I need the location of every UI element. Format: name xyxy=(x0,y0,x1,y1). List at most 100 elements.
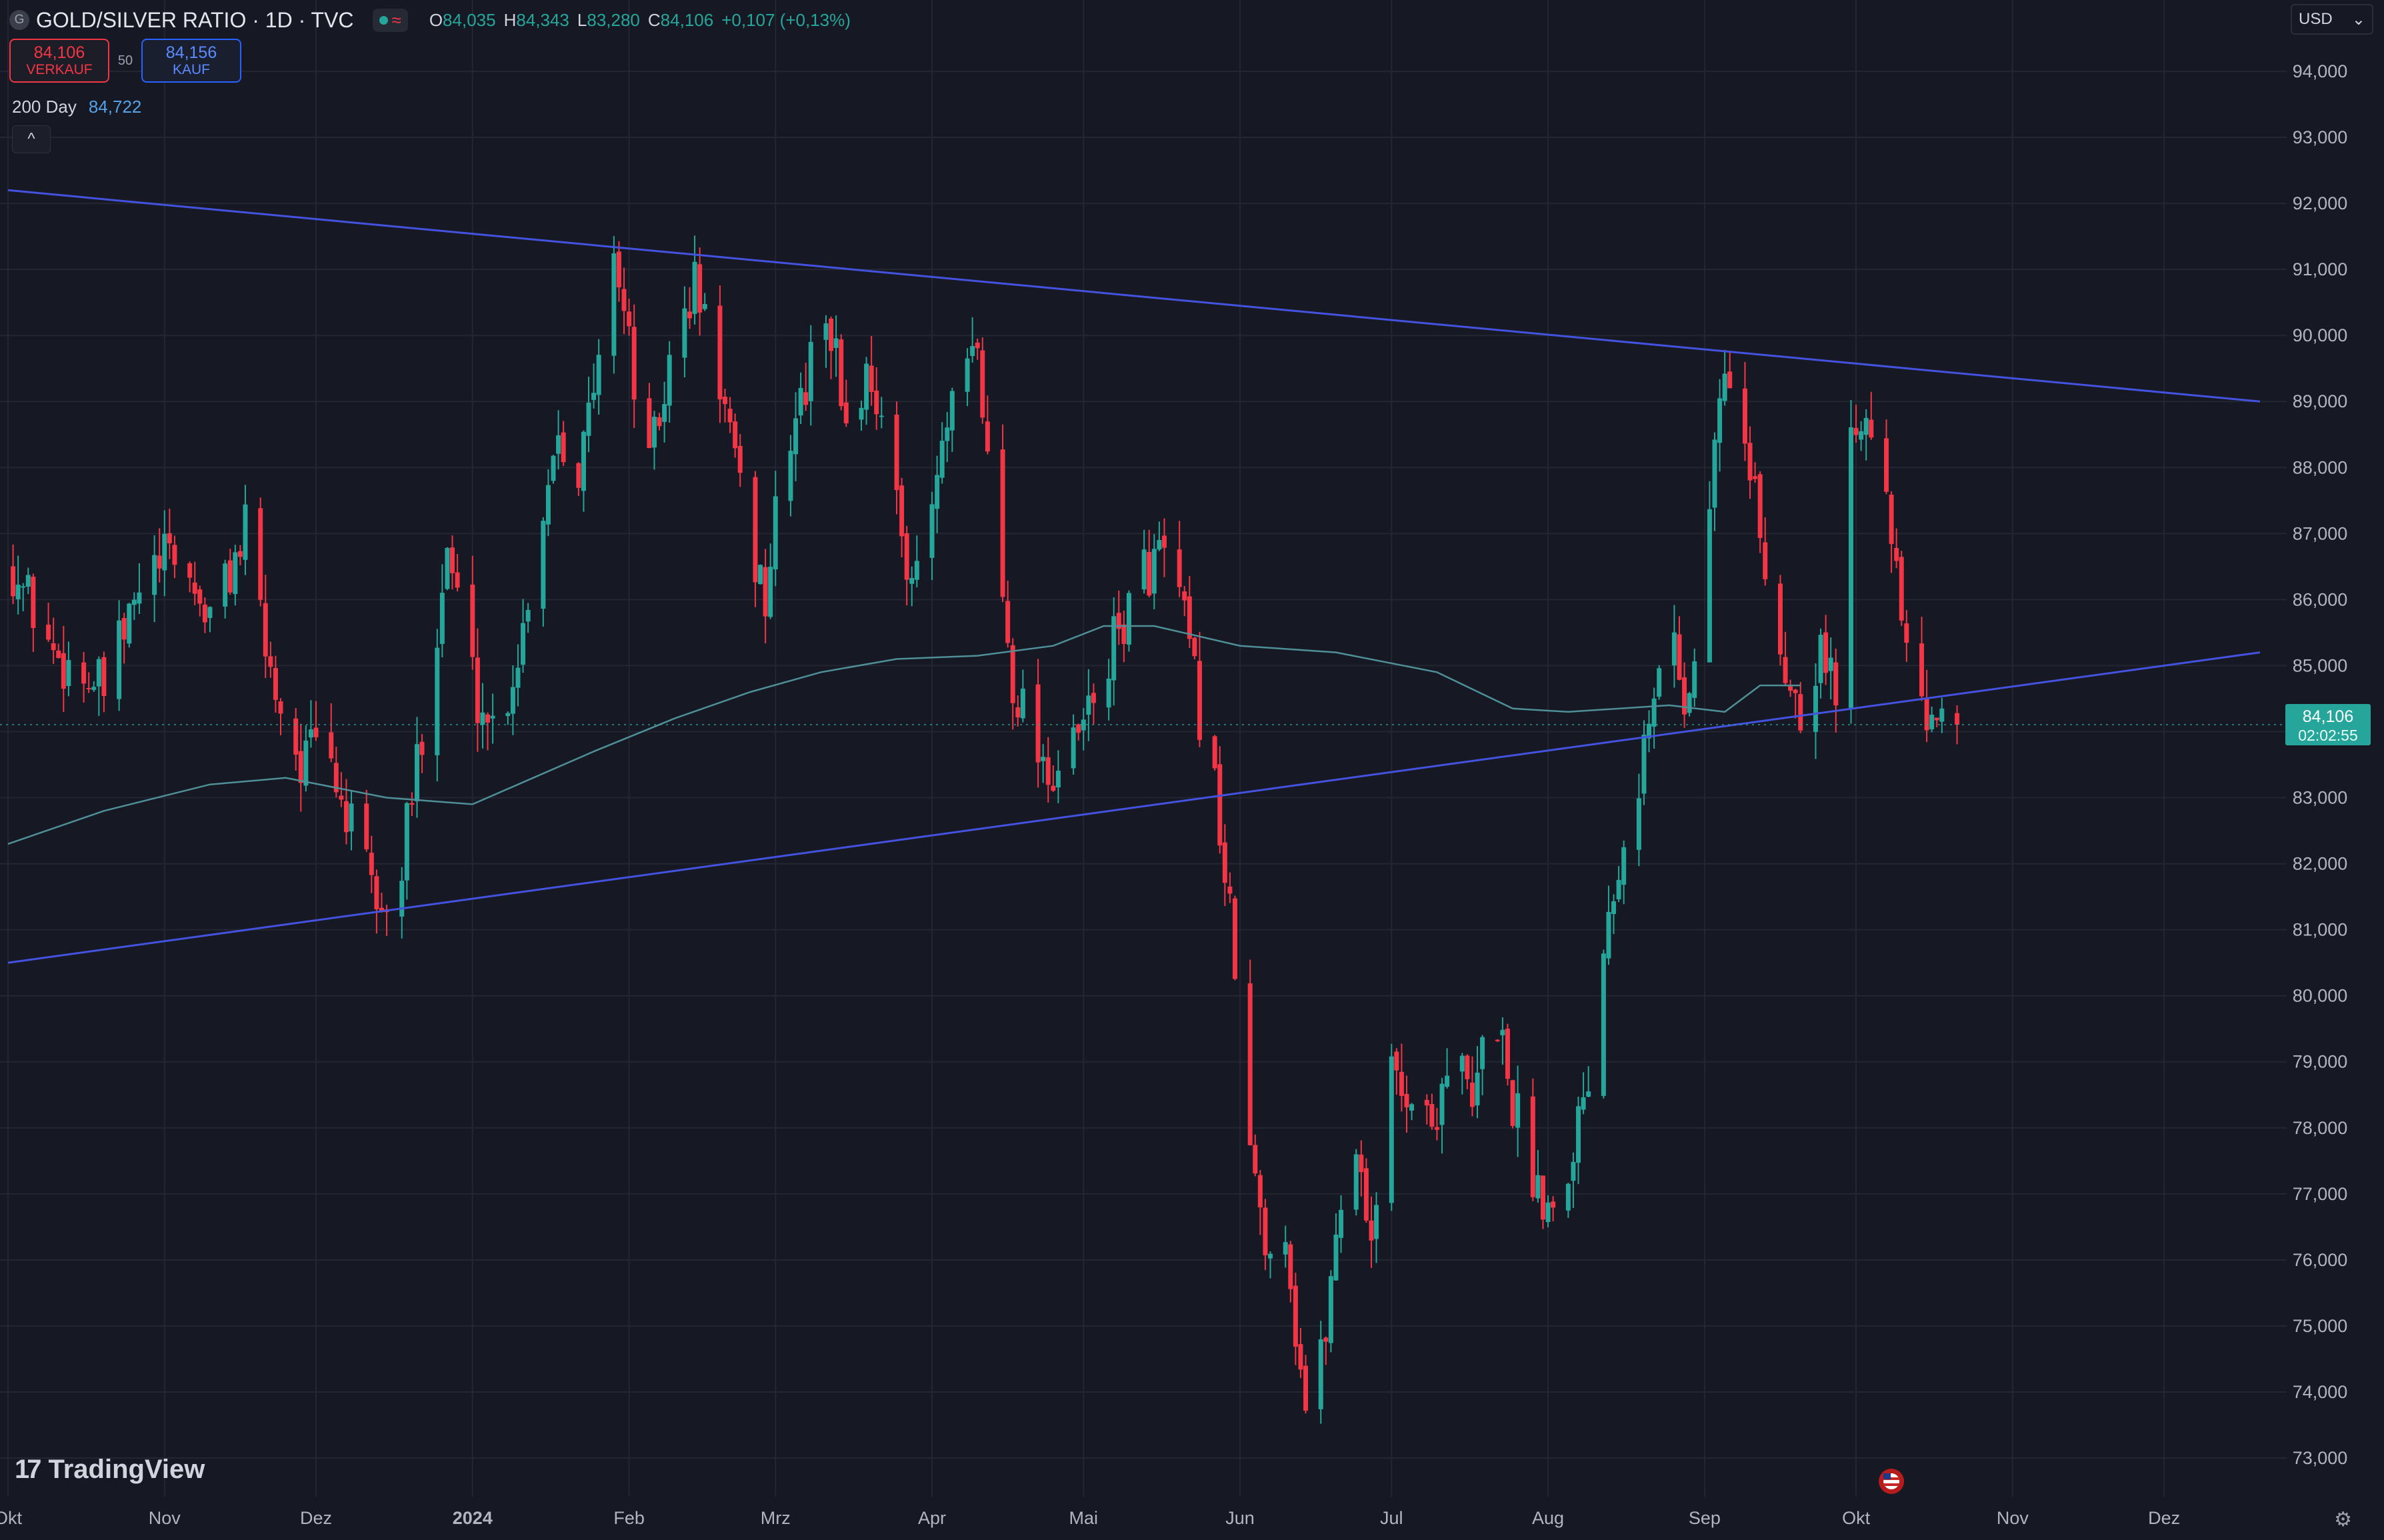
candle-body xyxy=(859,407,864,420)
candle-body xyxy=(1793,689,1798,693)
candle-body xyxy=(1157,539,1162,550)
candle-body xyxy=(439,593,445,644)
candle-body xyxy=(419,741,425,755)
candle-body xyxy=(1636,798,1641,850)
y-tick-label: 82,000 xyxy=(2293,854,2348,874)
candle-body xyxy=(1763,542,1768,579)
candle-body xyxy=(929,504,935,558)
candle-body xyxy=(1647,723,1652,739)
low-label: L xyxy=(577,9,587,30)
candle-body xyxy=(1571,1161,1576,1181)
x-tick-label: Jun xyxy=(1225,1508,1255,1528)
candle-body xyxy=(1015,707,1021,718)
candle-body xyxy=(894,414,899,491)
y-tick-label: 89,000 xyxy=(2293,391,2348,411)
candle-body xyxy=(1757,474,1763,538)
candle-body xyxy=(1671,632,1677,666)
sell-button[interactable]: 84,106 VERKAUF xyxy=(9,39,109,83)
candle-body xyxy=(737,445,743,473)
x-tick-label: Dez xyxy=(300,1508,332,1528)
collapse-legend-button[interactable]: ^ xyxy=(12,125,51,153)
logo-text: TradingView xyxy=(48,1455,205,1484)
candle-body xyxy=(1777,583,1783,655)
candle-body xyxy=(1283,1242,1288,1255)
symbol-title[interactable]: GOLD/SILVER RATIO · 1D · TVC xyxy=(36,7,354,32)
candle-body xyxy=(313,727,319,737)
candle-body xyxy=(1475,1072,1480,1106)
candle-body xyxy=(1480,1037,1485,1069)
candle-body xyxy=(662,404,667,422)
candle-body xyxy=(1363,1168,1369,1221)
candle-body xyxy=(697,264,703,313)
candle-body xyxy=(1904,623,1909,643)
candle-body xyxy=(15,584,21,599)
candle-body xyxy=(152,555,157,595)
x-tick-label: 2024 xyxy=(453,1508,493,1528)
candle-body xyxy=(1187,596,1192,639)
y-tick-label: 81,000 xyxy=(2293,920,2348,940)
candle-body xyxy=(1707,509,1712,663)
candle-body xyxy=(899,485,905,537)
candle-body xyxy=(1288,1244,1293,1289)
candle-body xyxy=(1263,1207,1268,1255)
candle-body xyxy=(556,435,561,454)
candle-body xyxy=(66,660,71,687)
candle-body xyxy=(515,667,521,688)
candle-body xyxy=(339,795,344,800)
buy-button[interactable]: 84,156 KAUF xyxy=(141,39,241,83)
tradingview-logo[interactable]: 17 TradingView xyxy=(15,1455,205,1485)
candle-body xyxy=(808,341,813,401)
y-tick-label: 90,000 xyxy=(2293,325,2348,345)
candle-body xyxy=(1121,624,1127,645)
candle-body xyxy=(702,303,707,309)
price-tag-countdown: 02:02:55 xyxy=(2298,727,2358,744)
candle-body xyxy=(1939,708,1945,722)
y-tick-label: 86,000 xyxy=(2293,589,2348,609)
market-status[interactable]: ≈ xyxy=(372,8,408,32)
currency-select[interactable]: USD ⌄ xyxy=(2291,4,2373,35)
candle-body xyxy=(1071,727,1076,769)
candle-body xyxy=(1712,439,1717,508)
candle-body xyxy=(1374,1205,1379,1239)
x-tick-label: Apr xyxy=(918,1508,946,1528)
high-value: 84,343 xyxy=(516,9,569,30)
candle-body xyxy=(162,533,167,571)
sell-price: 84,106 xyxy=(33,43,85,62)
y-tick-label: 80,000 xyxy=(2293,986,2348,1006)
candle-body xyxy=(1606,911,1611,959)
x-tick-label: Sep xyxy=(1689,1508,1721,1528)
close-label: C xyxy=(647,9,661,30)
symbol-icon[interactable]: G xyxy=(9,10,29,30)
candle-body xyxy=(1217,764,1223,846)
candle-body xyxy=(1889,494,1894,544)
candle-body xyxy=(1934,717,1939,721)
candle-body xyxy=(1020,688,1025,719)
candle-body xyxy=(1086,695,1091,715)
candle-body xyxy=(167,533,172,544)
grid xyxy=(0,0,2287,1497)
candle-body xyxy=(687,311,692,319)
candle-body xyxy=(1601,953,1606,1096)
candle-body xyxy=(1465,1055,1470,1079)
candle-body xyxy=(869,365,874,392)
candle-body xyxy=(985,421,990,452)
settings-gear-icon[interactable]: ⚙ xyxy=(2334,1509,2352,1531)
candle-body xyxy=(364,803,369,849)
indicator-legend[interactable]: 200 Day 84,722 xyxy=(12,97,141,117)
candle-body xyxy=(1257,1175,1263,1208)
candle-body xyxy=(61,653,66,689)
candle-body xyxy=(975,342,980,349)
candle-body xyxy=(278,701,283,714)
candle-body xyxy=(117,620,122,699)
chevron-up-icon: ^ xyxy=(27,130,35,148)
y-tick-label: 94,000 xyxy=(2293,61,2348,81)
candle-body xyxy=(1576,1106,1581,1163)
candle-body xyxy=(409,803,415,805)
candle-body xyxy=(591,393,597,400)
candle-body xyxy=(96,659,101,687)
candle-body xyxy=(1687,693,1692,713)
candle-body xyxy=(1545,1202,1551,1223)
candle-body xyxy=(1328,1276,1333,1343)
